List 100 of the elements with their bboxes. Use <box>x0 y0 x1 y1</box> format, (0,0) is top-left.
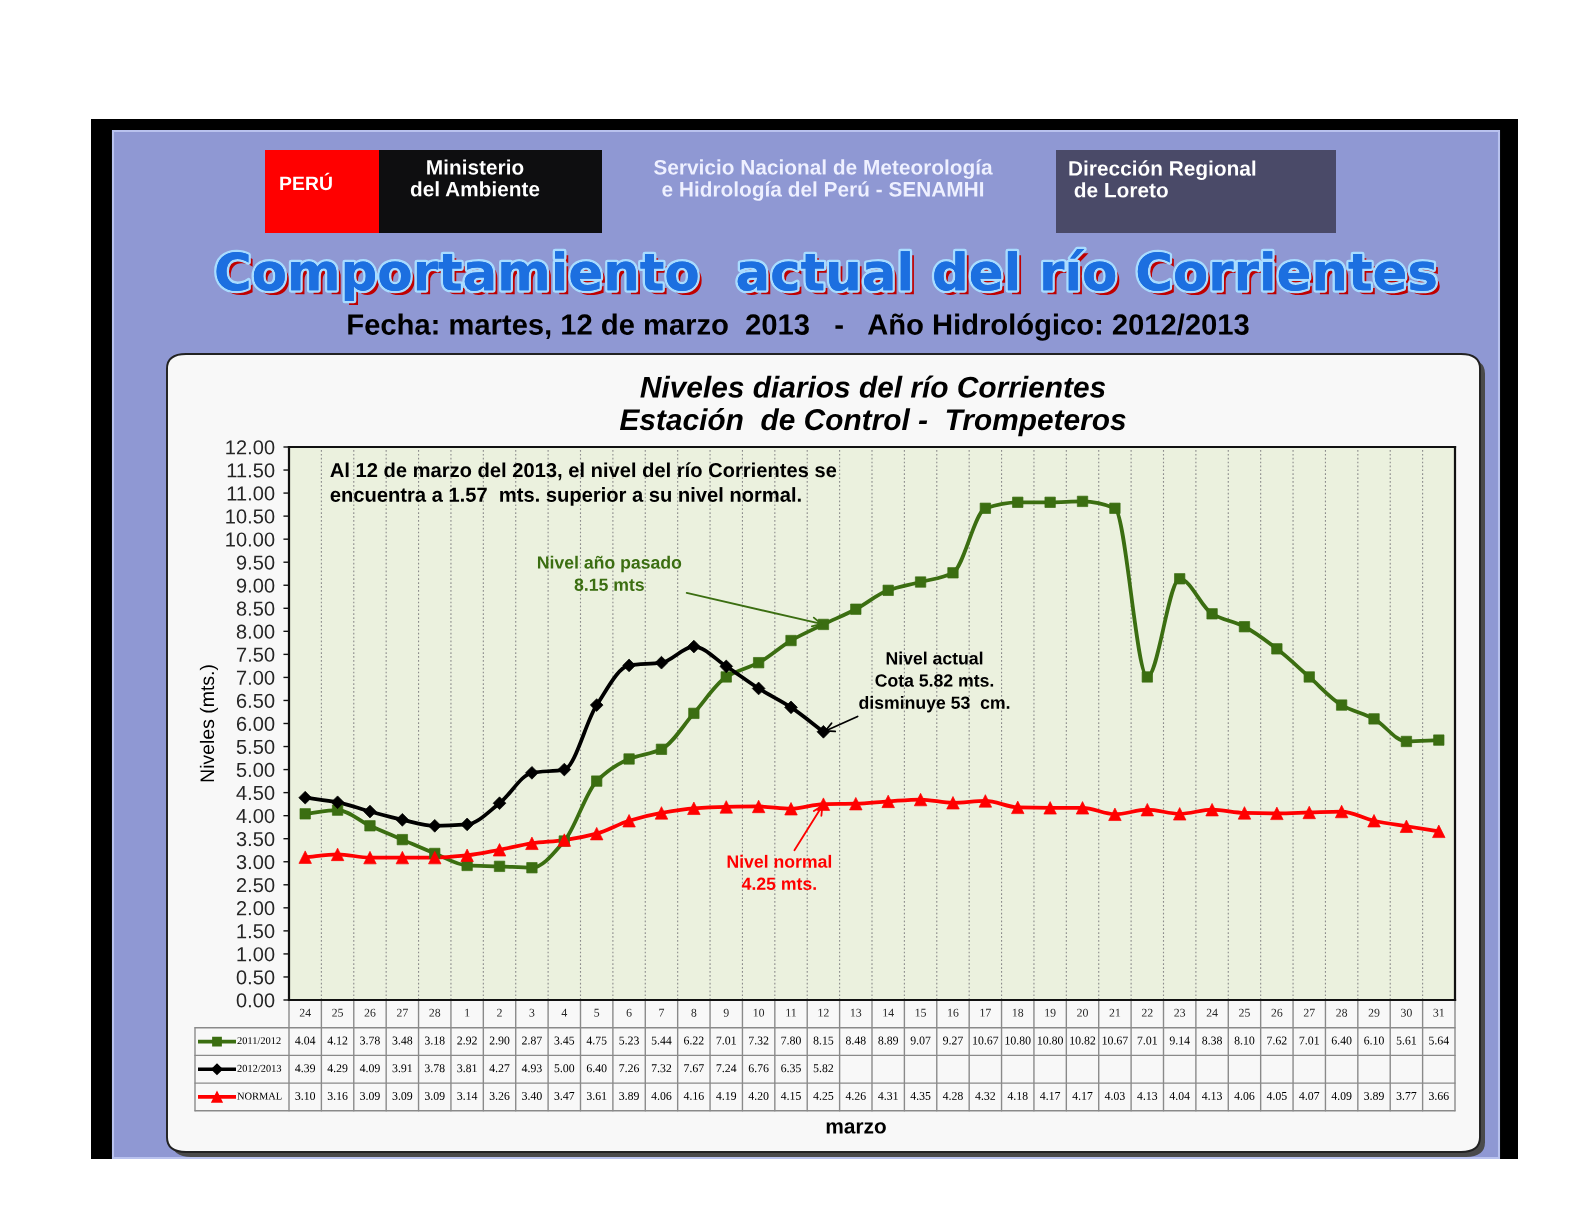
data-label: 4.09 <box>359 1064 380 1073</box>
data-label: 4.26 <box>845 1091 866 1100</box>
y-tick-label: 4.50 <box>236 785 275 801</box>
text: Dirección Regional de Loreto <box>1069 160 1256 198</box>
y-tick-label: 0.50 <box>236 970 275 985</box>
data-label: 2.92 <box>457 1036 477 1045</box>
data-label: 7.32 <box>651 1064 672 1073</box>
x-tick-label: 27 <box>396 1008 408 1017</box>
data-label: 5.64 <box>1429 1036 1449 1045</box>
x-tick-label: 27 <box>1303 1008 1315 1017</box>
data-label: 3.09 <box>360 1091 380 1100</box>
data-label: 8.10 <box>1234 1036 1255 1045</box>
data-label: 5.23 <box>619 1036 639 1045</box>
data-label: 3.81 <box>457 1064 477 1073</box>
y-tick-label: 6.00 <box>236 716 275 731</box>
data-label: 3.09 <box>392 1091 413 1100</box>
y-tick-label: 10.00 <box>226 532 275 547</box>
x-tick-label: 23 <box>1174 1008 1186 1017</box>
data-label: 7.80 <box>781 1036 801 1045</box>
data-label: 10.82 <box>1070 1036 1096 1045</box>
data-label: 4.39 <box>295 1064 316 1073</box>
y-tick-label: 5.50 <box>236 739 275 755</box>
data-label: 3.14 <box>457 1091 478 1100</box>
data-label: 7.26 <box>619 1064 640 1073</box>
data-label: 4.31 <box>878 1091 898 1100</box>
text: Niveles diarios del río Corrientes Estación de Control - Trompeteros <box>619 375 1126 437</box>
data-label: 3.26 <box>489 1091 510 1100</box>
text: Servicio Nacional de Meteorología e Hidrología del Perú - SENAMHI <box>654 159 993 201</box>
x-tick-label: 6 <box>626 1008 632 1017</box>
y-tick-label: 9.00 <box>236 578 275 593</box>
data-label: 8.89 <box>878 1036 899 1045</box>
x-tick-label: 29 <box>1368 1008 1380 1017</box>
data-label: 4.17 <box>1072 1092 1093 1100</box>
data-label: 6.76 <box>748 1064 769 1073</box>
text: marzo <box>826 1122 886 1134</box>
data-label: 3.45 <box>554 1036 575 1045</box>
data-label: 7.01 <box>716 1036 736 1045</box>
y-tick-label: 10.50 <box>226 509 275 524</box>
legend-label: 2011/2012 <box>237 1037 281 1045</box>
x-tick-label: 2 <box>497 1008 502 1017</box>
y-tick-label: 2.50 <box>236 878 275 893</box>
data-label: 9.07 <box>910 1036 931 1045</box>
data-label: 10.80 <box>1037 1036 1063 1045</box>
x-tick-label: 9 <box>723 1008 729 1017</box>
data-label: 4.04 <box>295 1036 316 1045</box>
x-tick-label: 19 <box>1045 1008 1056 1017</box>
data-label: 3.40 <box>522 1091 542 1100</box>
x-tick-label: 26 <box>1271 1008 1283 1017</box>
y-tick-label: 0.00 <box>236 993 275 1008</box>
data-label: 4.13 <box>1201 1091 1222 1100</box>
text: Ministerio del Ambiente <box>410 159 540 197</box>
data-label: 4.13 <box>1137 1091 1158 1100</box>
x-tick-label: 30 <box>1401 1008 1412 1017</box>
data-label: 3.78 <box>360 1036 380 1045</box>
data-label: 4.06 <box>1234 1091 1255 1100</box>
data-label: 6.40 <box>586 1064 607 1073</box>
data-label: 8.15 <box>813 1036 834 1045</box>
x-tick-label: 10 <box>753 1008 765 1017</box>
data-label: 4.20 <box>748 1091 769 1100</box>
data-label: 4.28 <box>942 1091 963 1100</box>
x-tick-label: 14 <box>883 1008 894 1017</box>
data-label: 6.22 <box>684 1036 704 1045</box>
data-label: 3.16 <box>327 1091 348 1100</box>
y-tick-label: 5.00 <box>236 762 275 778</box>
y-tick-label: 11.50 <box>227 463 275 478</box>
x-tick-label: 8 <box>691 1008 697 1017</box>
x-tick-label: 15 <box>915 1008 927 1017</box>
data-label: 4.75 <box>586 1036 607 1045</box>
y-tick-label: 3.50 <box>236 831 275 847</box>
data-label: 4.07 <box>1299 1091 1320 1100</box>
chart-title: Comportamiento actual del río Corrientes <box>216 249 1440 306</box>
data-label: 3.89 <box>619 1091 639 1100</box>
data-label: 4.15 <box>780 1092 801 1100</box>
x-tick-label: 25 <box>1239 1008 1250 1017</box>
x-tick-label: 12 <box>818 1008 829 1017</box>
y-tick-label: 1.00 <box>237 947 275 962</box>
data-label: 4.25 <box>813 1091 834 1100</box>
y-tick-label: 6.50 <box>236 693 275 708</box>
y-tick-label: 2.00 <box>236 901 275 916</box>
y-tick-label: 12.00 <box>226 440 275 455</box>
data-label: 8.48 <box>845 1036 866 1045</box>
x-tick-label: 17 <box>980 1008 991 1017</box>
data-label: 4.04 <box>1169 1091 1190 1100</box>
data-label: 4.03 <box>1104 1091 1125 1100</box>
x-tick-label: 7 <box>659 1008 665 1017</box>
data-label: 4.19 <box>716 1091 737 1100</box>
legend-label: 2012/2013 <box>237 1064 282 1072</box>
data-label: 7.01 <box>1137 1036 1157 1045</box>
data-label: 3.77 <box>1396 1091 1417 1100</box>
data-label: 5.61 <box>1396 1036 1417 1045</box>
y-tick-label: 1.50 <box>237 924 275 939</box>
data-label: 10.67 <box>973 1036 999 1045</box>
y-tick-label: 8.00 <box>236 624 275 639</box>
data-label: 4.32 <box>975 1091 996 1100</box>
data-label: 2.90 <box>489 1036 510 1045</box>
data-label: 10.80 <box>1005 1036 1031 1045</box>
data-label: 3.48 <box>392 1036 413 1045</box>
data-label: 3.66 <box>1429 1091 1449 1100</box>
data-label: 3.61 <box>586 1091 607 1100</box>
x-tick-label: 26 <box>364 1008 376 1017</box>
